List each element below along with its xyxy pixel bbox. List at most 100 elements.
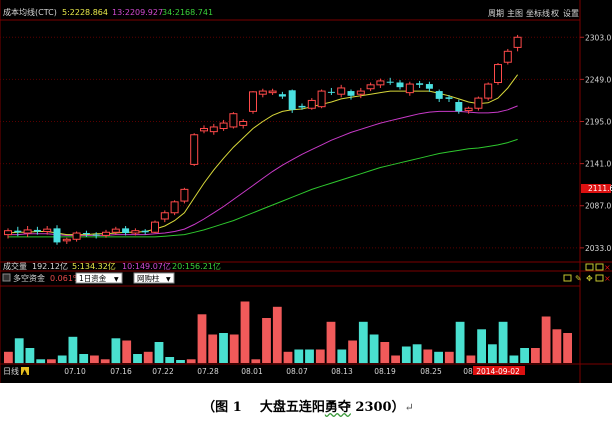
caption-main: 大盘五连阳 [259,400,325,415]
candle-body [82,233,90,235]
candle [14,226,22,237]
coordinate-button[interactable]: 坐标线 [526,8,550,18]
flow-bar [326,321,336,364]
candle-body [33,229,41,232]
flow-bar [111,338,121,364]
candle [102,229,110,238]
candle [43,226,52,235]
candle [268,88,277,95]
flow-collapse-icon[interactable] [2,273,11,282]
flow-bar [251,359,261,364]
candle-body [229,113,238,128]
rights-button[interactable]: 权 [551,8,559,18]
candle-body [307,99,316,109]
candle-body [503,50,512,63]
x-tick-label: 08.01 [241,367,263,376]
candle [513,34,522,52]
caption-prefix: （图 1 [202,400,242,415]
candle-body [425,84,433,89]
x-tick-label: 07.10 [64,367,86,376]
candle-body [386,81,394,83]
x-tick-label: 08 [463,367,473,376]
candle [327,87,335,95]
figure-caption: （图 1 大盘五连阳勇夺 2300）↵ [0,396,616,415]
flow-bar [219,333,228,363]
current-date-marker [473,366,525,375]
candle-body [356,90,365,95]
flow-zoom-icon[interactable] [563,274,572,282]
candle-body [474,97,483,109]
candle-body [141,230,149,233]
flow-bar [541,316,551,363]
volume-total: 192.12亿 [32,261,68,271]
flow-bar [444,351,454,364]
flow-bar [337,349,347,363]
period-label: 日线 [3,366,19,376]
flow-bar [498,321,508,364]
volume-settings-icon[interactable] [595,263,604,271]
candle-body [445,97,453,99]
candle [425,81,433,92]
flow-bar [4,351,13,364]
flow-bar [208,334,218,363]
candle [239,119,248,129]
candle-body [484,83,493,99]
return-mark-icon: ↵ [404,401,414,414]
x-tick-label: 07.22 [152,367,174,376]
candle [258,88,267,98]
candle-body [366,84,375,90]
flow-bar [57,355,67,363]
x-tick-label: 08.19 [374,367,396,376]
candle [200,125,208,134]
candle [396,80,404,90]
volume-zoom-icon[interactable] [585,263,594,271]
candle [33,226,41,235]
x-tick-labels: 07.10 07.16 07.22 07.28 08.01 08.07 08.13 08.19… [64,366,525,376]
candle [386,77,394,85]
period-button[interactable]: 周期 [488,9,504,18]
candle-body [122,228,130,234]
settings-button[interactable]: 设置 [563,8,579,18]
flow-type-select[interactable] [133,272,175,284]
ma13-label: 13:2209.927 [112,8,163,17]
flow-bar [90,355,99,363]
main-chart-button[interactable]: 主图 [507,8,523,18]
candle [278,91,286,99]
candle [356,87,365,99]
ma-lines [7,74,519,238]
candle [307,98,316,110]
volume-ma10: 10:149.07亿 [122,261,171,271]
indicator-name: 成本均线(CTC) [3,7,57,17]
flow-bar [176,360,185,363]
flow-edit-icon[interactable]: ✎ [575,274,582,283]
flow-period-select[interactable] [75,272,123,284]
candle-body [239,121,248,126]
grid [0,36,584,249]
flow-bar [262,318,271,363]
flow-bar [423,349,433,363]
candle [347,89,355,100]
candle-body [298,105,306,108]
candle-body [347,91,355,96]
x-tick-label: 2014-09-02 [476,367,520,376]
warning-icon-glyph: ▲ [22,368,28,376]
candle-body [190,134,199,165]
flow-move-icon[interactable]: ✥ [586,274,593,283]
candle [160,210,169,223]
flow-bar [186,359,196,364]
flow-bar [100,359,110,364]
candle [122,226,130,236]
candle-body [337,87,346,95]
flow-bar [47,359,56,364]
volume-close-icon[interactable]: × [604,263,611,272]
candle-body [416,83,424,85]
candle-body [92,234,100,236]
flow-close-icon[interactable]: × [604,274,611,283]
candle-body [396,82,404,88]
flow-settings-icon[interactable] [595,274,604,282]
candle [288,89,296,113]
candle [317,89,326,109]
flow-bar [509,355,519,363]
candle-body [23,229,32,234]
candle-body [170,201,179,214]
